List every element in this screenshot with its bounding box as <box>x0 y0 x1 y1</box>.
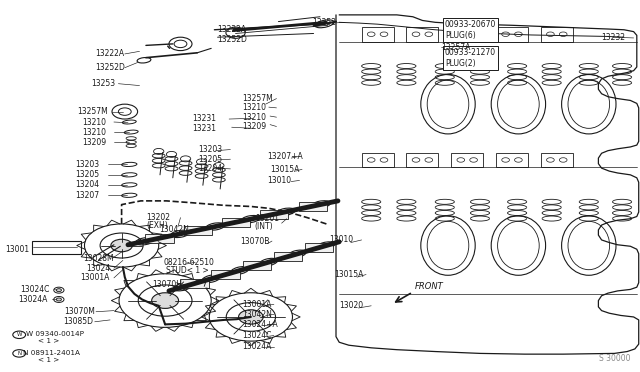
Text: 13210: 13210 <box>82 118 106 126</box>
Text: 13210: 13210 <box>82 128 106 137</box>
FancyBboxPatch shape <box>243 261 271 270</box>
Text: 13205: 13205 <box>76 170 100 179</box>
Text: 13222A: 13222A <box>95 49 124 58</box>
Text: 08216-62510: 08216-62510 <box>163 258 214 267</box>
Text: 13232: 13232 <box>602 33 625 42</box>
Text: 13085D: 13085D <box>63 317 93 326</box>
Circle shape <box>239 310 263 324</box>
Text: 13205: 13205 <box>198 155 223 164</box>
Text: 13252: 13252 <box>312 18 337 27</box>
FancyBboxPatch shape <box>260 210 289 219</box>
Text: 13257M: 13257M <box>77 107 108 116</box>
Text: STUD< 1 >: STUD< 1 > <box>166 266 209 275</box>
Text: 13252D: 13252D <box>95 63 125 72</box>
Circle shape <box>111 239 132 252</box>
Text: 13042N: 13042N <box>159 225 189 234</box>
Text: 13024A: 13024A <box>242 342 271 351</box>
Text: W: W <box>17 332 22 337</box>
Text: (EXH): (EXH) <box>146 221 168 230</box>
Text: 13204: 13204 <box>76 180 100 189</box>
Text: 13207+A: 13207+A <box>268 152 303 161</box>
Text: 13028M: 13028M <box>83 254 114 263</box>
Text: (INT): (INT) <box>255 222 273 231</box>
Text: 13015A: 13015A <box>270 165 300 174</box>
Text: 13204: 13204 <box>198 164 223 173</box>
Text: 13010: 13010 <box>268 176 292 185</box>
Circle shape <box>56 289 61 292</box>
FancyBboxPatch shape <box>274 252 302 261</box>
FancyBboxPatch shape <box>211 270 239 279</box>
Text: 13024C: 13024C <box>20 285 50 294</box>
Text: 13252D: 13252D <box>218 35 248 44</box>
Text: N 08911-2401A: N 08911-2401A <box>23 350 80 356</box>
Text: 13253: 13253 <box>92 79 116 88</box>
Text: W 09340-0014P: W 09340-0014P <box>26 331 84 337</box>
Text: 13024+A: 13024+A <box>242 320 278 329</box>
Text: 13001: 13001 <box>5 245 29 254</box>
Text: 13203: 13203 <box>76 160 100 169</box>
Text: N: N <box>17 351 21 356</box>
Text: 13024: 13024 <box>86 264 111 273</box>
Circle shape <box>152 293 179 308</box>
Text: 13020: 13020 <box>339 301 364 310</box>
Text: 13042N: 13042N <box>242 310 272 319</box>
Text: 13209: 13209 <box>242 122 266 131</box>
Text: 13207: 13207 <box>76 191 100 200</box>
FancyBboxPatch shape <box>184 226 212 235</box>
Text: 13070B: 13070B <box>240 237 269 246</box>
Text: 13231: 13231 <box>192 124 216 133</box>
Text: 13015A: 13015A <box>334 270 364 279</box>
FancyBboxPatch shape <box>305 243 333 252</box>
Text: 13209: 13209 <box>82 138 106 147</box>
Text: 13210: 13210 <box>242 103 266 112</box>
Circle shape <box>56 298 61 301</box>
Text: 13024C: 13024C <box>242 331 271 340</box>
Text: 13257M: 13257M <box>242 94 273 103</box>
FancyBboxPatch shape <box>222 218 250 227</box>
Text: 13202: 13202 <box>146 213 170 222</box>
Text: 00933-20670
PLUG(6): 00933-20670 PLUG(6) <box>445 20 496 40</box>
Text: < 1 >: < 1 > <box>38 357 60 363</box>
Text: < 1 >: < 1 > <box>38 339 60 344</box>
FancyBboxPatch shape <box>299 202 327 211</box>
Text: FRONT: FRONT <box>415 282 444 291</box>
Text: 13203: 13203 <box>198 145 223 154</box>
Text: 13001A: 13001A <box>81 273 110 282</box>
Text: 00933-21270
PLUG(2): 00933-21270 PLUG(2) <box>445 48 496 68</box>
Text: 13257A: 13257A <box>442 43 471 52</box>
Text: S 30000: S 30000 <box>599 354 630 363</box>
Text: 13222A: 13222A <box>218 25 247 33</box>
Text: 13001A: 13001A <box>242 300 271 309</box>
Text: 13201: 13201 <box>255 214 279 223</box>
Text: 13024A: 13024A <box>18 295 47 304</box>
FancyBboxPatch shape <box>145 234 173 243</box>
Text: 13231: 13231 <box>192 114 216 123</box>
FancyBboxPatch shape <box>180 279 209 288</box>
Text: 13070H: 13070H <box>152 280 182 289</box>
Text: 13210: 13210 <box>242 113 266 122</box>
Text: 13010: 13010 <box>330 235 354 244</box>
Text: 13070M: 13070M <box>64 307 95 316</box>
